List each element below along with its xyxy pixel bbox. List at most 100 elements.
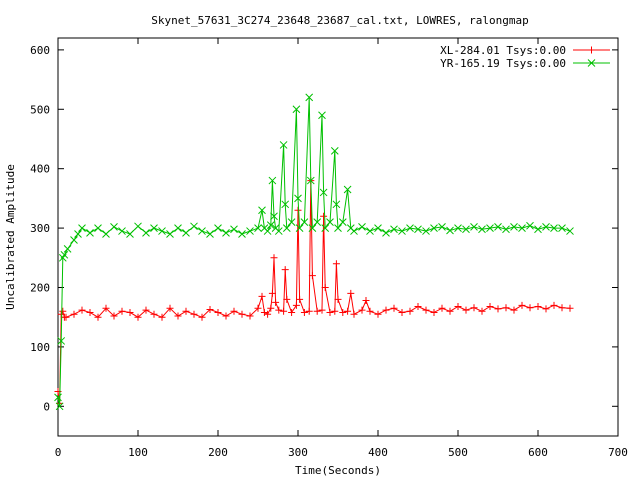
data-point <box>350 227 358 235</box>
data-point <box>294 206 302 214</box>
data-point <box>518 301 526 309</box>
data-point <box>347 289 355 297</box>
y-tick-label: 400 <box>30 163 50 176</box>
data-point <box>422 227 430 235</box>
chart-title: Skynet_57631_3C274_23648_23687_cal.txt, … <box>151 14 529 27</box>
data-point <box>326 308 334 316</box>
data-point <box>502 304 510 312</box>
data-point <box>260 308 268 316</box>
data-point <box>588 46 595 54</box>
data-point <box>510 223 518 231</box>
data-point <box>300 218 309 227</box>
data-point <box>55 402 64 411</box>
data-point <box>550 301 558 309</box>
data-point <box>390 304 398 312</box>
data-point <box>462 225 470 234</box>
data-point <box>150 310 158 318</box>
data-point <box>350 310 358 318</box>
data-point <box>558 304 566 312</box>
data-point <box>110 223 118 231</box>
data-point <box>158 227 166 235</box>
data-point <box>313 218 322 227</box>
y-tick-label: 200 <box>30 281 50 294</box>
data-point <box>268 176 277 185</box>
data-point <box>296 295 304 303</box>
data-point <box>331 307 339 315</box>
data-point <box>198 227 206 235</box>
data-point <box>258 292 266 300</box>
data-point <box>190 310 198 318</box>
data-point <box>126 308 134 316</box>
data-point <box>306 176 315 185</box>
data-point <box>266 221 275 229</box>
x-tick-label: 200 <box>208 446 228 459</box>
data-point <box>526 221 534 230</box>
data-point <box>94 313 102 321</box>
data-point <box>534 303 542 311</box>
data-point <box>382 228 390 237</box>
data-point <box>254 224 262 232</box>
data-point <box>430 308 438 316</box>
data-point <box>550 224 558 232</box>
data-point <box>166 304 174 312</box>
data-point <box>344 307 352 315</box>
data-point <box>281 266 289 274</box>
data-point <box>70 310 78 318</box>
data-point <box>254 304 262 312</box>
data-point <box>414 225 422 234</box>
data-point <box>305 93 314 102</box>
data-point <box>142 228 150 237</box>
data-point <box>334 295 342 303</box>
data-point <box>126 230 134 238</box>
data-point <box>264 310 272 318</box>
data-point <box>334 224 342 232</box>
data-point <box>518 224 526 232</box>
data-point <box>270 254 278 262</box>
data-point <box>60 250 69 259</box>
data-point <box>246 227 254 235</box>
data-point <box>214 308 222 316</box>
data-point <box>59 307 67 315</box>
data-point <box>558 224 566 232</box>
data-point <box>374 224 382 232</box>
data-point <box>358 223 366 231</box>
data-point <box>270 212 278 221</box>
data-point <box>222 312 230 320</box>
data-point <box>326 218 334 227</box>
data-point <box>321 283 329 291</box>
data-point <box>118 307 126 315</box>
data-point <box>587 59 596 67</box>
data-point <box>358 306 366 314</box>
data-point <box>78 224 86 232</box>
data-point <box>258 206 266 215</box>
data-point <box>174 224 182 232</box>
data-point <box>406 224 414 232</box>
data-point <box>280 307 288 315</box>
data-point <box>238 230 246 238</box>
data-point <box>198 313 206 321</box>
x-tick-label: 400 <box>368 446 388 459</box>
x-axis-label: Time(Seconds) <box>295 464 381 477</box>
data-point <box>566 304 574 312</box>
data-point <box>275 306 283 314</box>
y-tick-label: 0 <box>43 400 50 413</box>
data-point <box>268 289 276 297</box>
data-point <box>470 304 478 312</box>
data-point <box>70 236 78 244</box>
legend-label: YR-165.19 Tsys:0.00 <box>440 57 566 70</box>
x-tick-label: 600 <box>528 446 548 459</box>
data-point <box>542 305 550 313</box>
data-point <box>398 308 406 316</box>
data-point <box>320 212 328 220</box>
data-point <box>182 307 190 315</box>
data-point <box>222 228 230 237</box>
data-point <box>319 188 328 197</box>
data-point <box>134 222 142 231</box>
data-point <box>102 230 110 238</box>
data-point <box>332 260 340 268</box>
data-point <box>339 308 347 316</box>
data-point <box>182 228 190 237</box>
data-point <box>150 224 158 232</box>
